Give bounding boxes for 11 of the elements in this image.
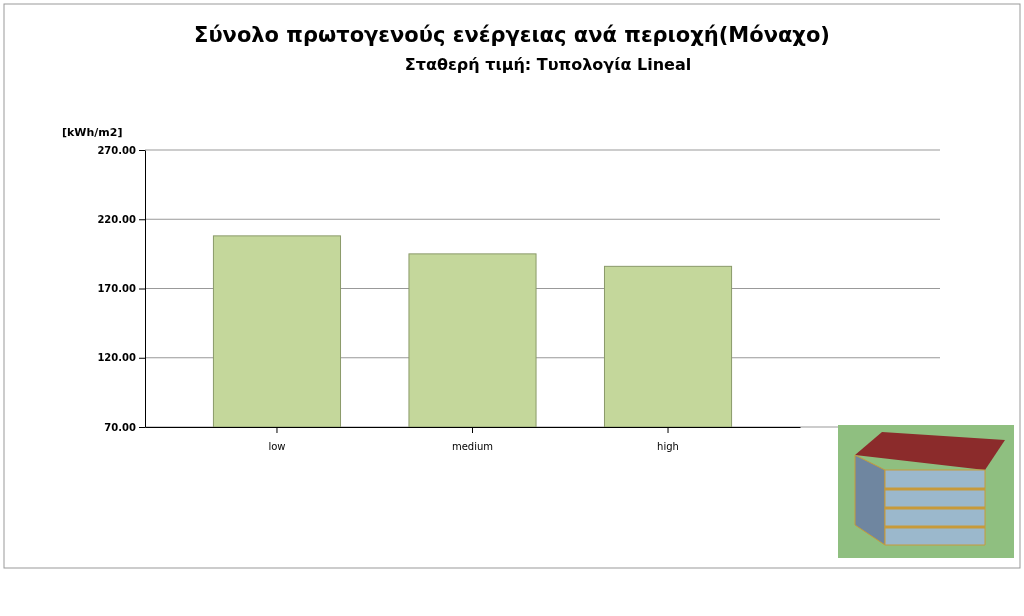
x-tick-label: medium — [451, 441, 494, 452]
y-tick-label: 270.00 — [97, 144, 137, 156]
y-tick-label: 170.00 — [97, 283, 137, 295]
y-tick-label: 220.00 — [97, 213, 137, 225]
x-tick-label: low — [268, 441, 286, 452]
y-axis-title: [kWh/m2] — [62, 126, 123, 139]
chart-title: Σύνολο πρωτογενούς ενέργειας ανά περιοχή(Μόναχο) — [194, 23, 830, 47]
y-tick-label: 120.00 — [97, 352, 137, 364]
chart-subtitle: Σταθερή τιμή: Τυπολογία Lineal — [404, 55, 692, 74]
x-tick-label: high — [657, 441, 679, 452]
y-tick-label: 70.00 — [104, 421, 137, 433]
